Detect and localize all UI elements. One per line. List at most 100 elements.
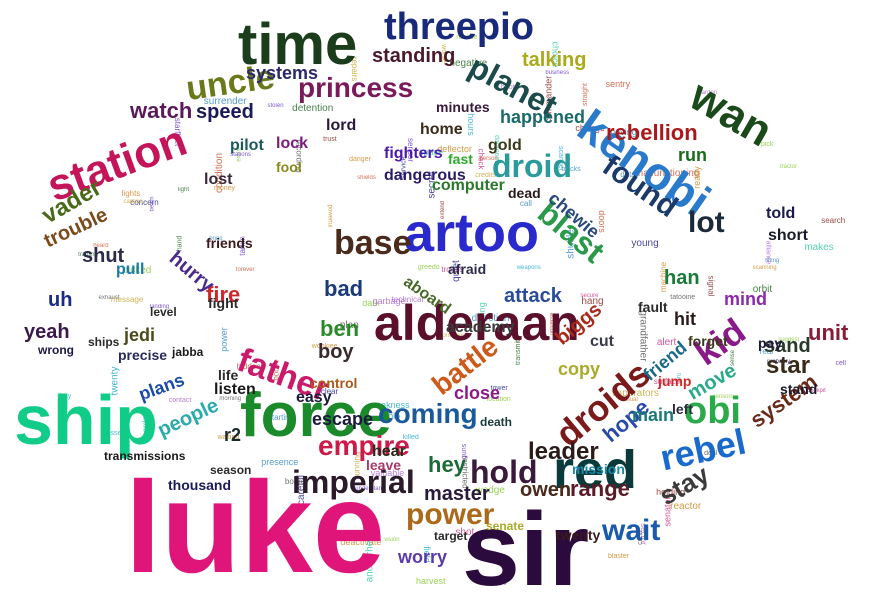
- word: computer: [432, 177, 505, 194]
- word: system: [745, 368, 822, 433]
- filler-word: hang: [581, 296, 604, 308]
- filler-word: makes: [804, 242, 834, 254]
- filler-word: presence: [261, 456, 299, 467]
- filler-word: rescue: [456, 33, 478, 41]
- word: uh: [48, 289, 73, 311]
- filler-word: light: [178, 186, 190, 193]
- filler-word: starting: [267, 413, 295, 423]
- filler-word: check: [476, 148, 486, 170]
- word: ben: [320, 316, 360, 341]
- word: stand: [780, 381, 818, 397]
- word: close: [454, 383, 501, 403]
- filler-word: tracks: [562, 166, 581, 174]
- word: empire: [318, 430, 410, 461]
- word: afraid: [448, 261, 487, 277]
- filler-word: message: [110, 294, 144, 304]
- filler-word: dark: [362, 297, 380, 308]
- filler-word: lifting: [765, 258, 780, 265]
- word: season: [210, 463, 252, 477]
- filler-word: vaporators: [611, 388, 659, 400]
- word: boy: [318, 341, 354, 363]
- word: lot: [688, 206, 725, 239]
- filler-word: harvest: [415, 575, 446, 586]
- filler-word: galaxy: [482, 575, 509, 586]
- filler-word: bring: [209, 235, 223, 242]
- filler-word: lights: [121, 189, 141, 199]
- word: left: [672, 401, 693, 417]
- filler-word: hours: [465, 113, 476, 136]
- filler-word: clear: [320, 386, 339, 396]
- word: told: [766, 205, 796, 222]
- word: fast: [448, 151, 473, 167]
- filler-word: wedge: [475, 484, 505, 496]
- filler-word: alert: [656, 336, 677, 348]
- word: droid: [492, 148, 572, 184]
- filler-word: board: [284, 477, 306, 486]
- word: fire: [206, 282, 241, 307]
- filler-word: negative: [449, 57, 488, 69]
- word: hurry: [164, 247, 219, 297]
- filler-word: heard: [93, 243, 109, 250]
- word: jabba: [172, 345, 204, 359]
- word: time: [238, 12, 358, 77]
- filler-word: powerful: [326, 204, 333, 228]
- word: force: [240, 381, 392, 450]
- filler-word: power: [218, 327, 229, 352]
- filler-word: information: [435, 332, 466, 339]
- filler-word: pick: [760, 140, 774, 148]
- word: death: [480, 415, 513, 429]
- word: bad: [324, 276, 364, 301]
- filler-word: greedo: [417, 264, 440, 272]
- filler-word: cockpit: [807, 388, 826, 395]
- word: han: [664, 267, 700, 289]
- filler-word: shields: [357, 175, 376, 182]
- filler-word: danger: [349, 155, 371, 163]
- word: princess: [298, 72, 414, 103]
- filler-word: landing: [149, 303, 170, 310]
- filler-word: person: [479, 155, 498, 162]
- word: leader: [528, 438, 599, 465]
- filler-word: real: [759, 346, 774, 356]
- word: target: [434, 529, 468, 543]
- filler-word: valuable: [370, 468, 405, 479]
- filler-word: deactivate: [340, 536, 382, 547]
- word: unit: [808, 320, 849, 345]
- filler-word: malfunctioning: [634, 168, 700, 180]
- word: life: [218, 367, 239, 383]
- filler-word: visual: [622, 396, 638, 403]
- word: fault: [638, 299, 668, 315]
- word: copy: [558, 359, 601, 379]
- word: star: [766, 352, 811, 379]
- word: leave: [366, 457, 402, 473]
- word: wait: [602, 514, 661, 547]
- word: pilot: [230, 137, 264, 154]
- filler-word: probably: [767, 359, 791, 366]
- filler-word: forever: [235, 266, 255, 273]
- word: owen: [520, 479, 572, 501]
- word: lord: [326, 117, 357, 134]
- filler-word: stolen: [267, 102, 284, 109]
- word: sand: [764, 335, 811, 357]
- word: happened: [500, 107, 586, 127]
- word: hey: [428, 452, 466, 477]
- word: senate: [486, 519, 525, 533]
- word: rebellion: [606, 120, 698, 145]
- word: home: [420, 121, 463, 138]
- filler-word: killed: [402, 433, 419, 441]
- filler-word: deal: [704, 449, 718, 457]
- filler-word: deflector: [437, 143, 472, 154]
- word: dead: [508, 185, 541, 201]
- filler-word: credits: [475, 172, 496, 180]
- filler-word: location: [486, 395, 511, 403]
- filler-word: weapons: [516, 264, 541, 271]
- word: thousand: [168, 477, 231, 493]
- word: pay: [758, 335, 783, 351]
- word: worry: [398, 547, 448, 567]
- filler-word: surface: [653, 376, 681, 386]
- word: hit: [674, 309, 696, 329]
- filler-word: tractor: [780, 164, 798, 171]
- filler-word: direction: [471, 312, 510, 324]
- word: r2: [224, 425, 242, 445]
- filler-word: solo: [383, 411, 401, 422]
- filler-word: grandfather: [637, 310, 649, 362]
